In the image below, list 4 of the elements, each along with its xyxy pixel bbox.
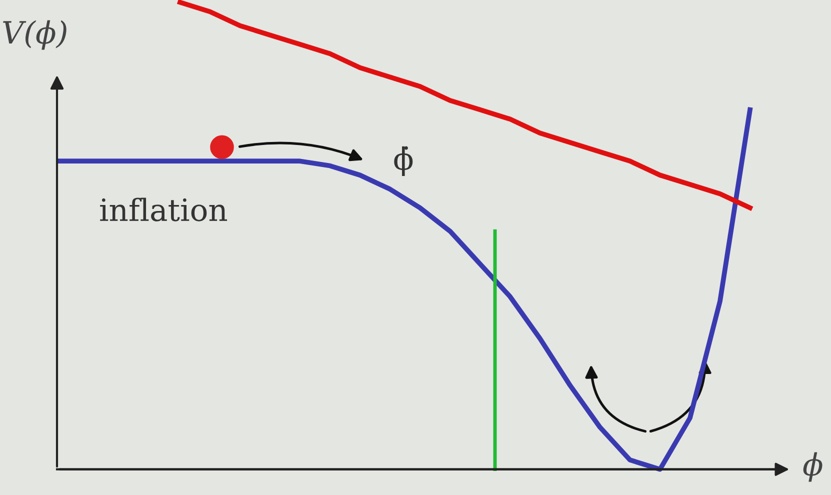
annotation: inflation	[100, 198, 228, 222]
annotation: ϕ̇	[394, 146, 413, 176]
x-axis-title: ϕ	[803, 452, 822, 482]
y-axis-title: V(ϕ)	[3, 20, 66, 50]
